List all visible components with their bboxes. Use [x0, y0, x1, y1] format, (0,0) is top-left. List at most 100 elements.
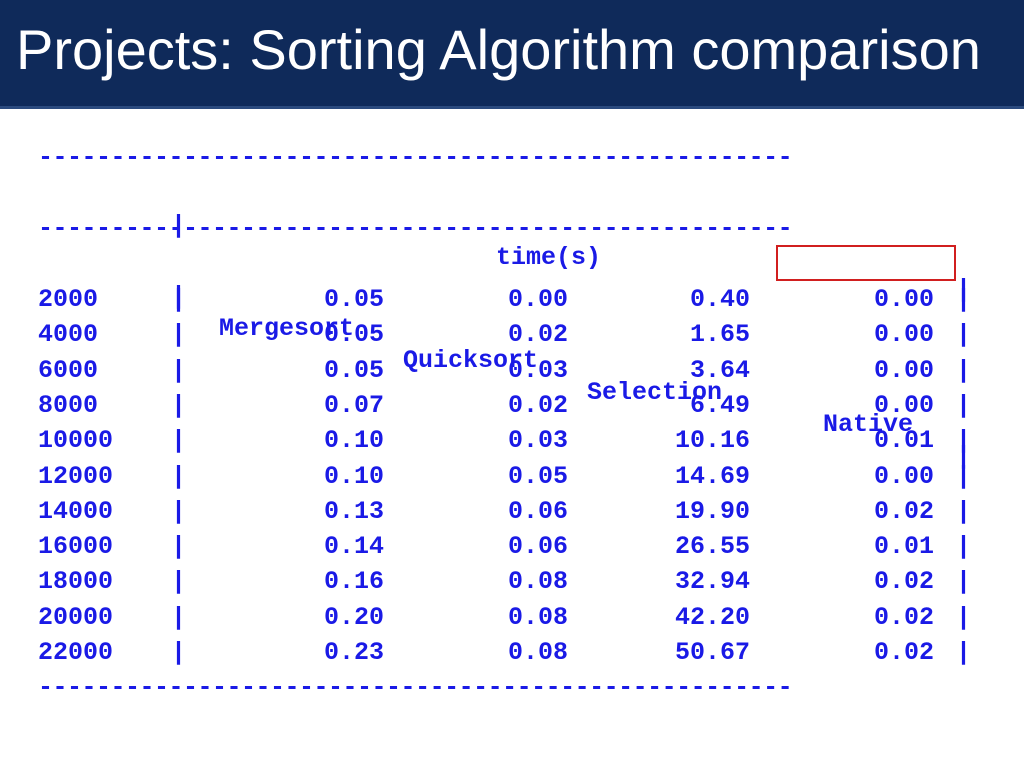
cell-size: 16000 — [38, 532, 114, 562]
cell-size: 6000 — [38, 355, 99, 385]
cell-selection: 3.64 — [689, 355, 750, 385]
cell-size: 4000 — [38, 320, 99, 350]
cell-quicksort: 0.03 — [507, 426, 568, 456]
pipe: | — [171, 567, 187, 597]
pipe: | — [171, 355, 187, 385]
cell-size: 22000 — [38, 638, 114, 667]
cell-selection: 50.67 — [674, 638, 750, 667]
pipe: | — [171, 390, 187, 420]
cell-quicksort: 0.05 — [507, 461, 568, 491]
cell-quicksort: 0.08 — [507, 638, 568, 667]
cell-quicksort: 0.03 — [507, 355, 568, 385]
cell-size: 18000 — [38, 567, 114, 597]
table-row: 2000 | 0.05 0.00 0.40 0.00 | — [38, 284, 978, 316]
table-row: 12000 | 0.10 0.05 14.69 0.00 | — [38, 461, 978, 493]
pipe: | — [171, 320, 187, 350]
cell-selection: 26.55 — [674, 532, 750, 562]
cell-native: 0.00 — [873, 285, 934, 314]
title-bar: Projects: Sorting Algorithm comparison — [0, 0, 1024, 109]
pipe: | — [171, 496, 187, 526]
cell-native: 0.02 — [873, 496, 934, 526]
table-row: 8000 | 0.07 0.02 6.49 0.00 | — [38, 390, 978, 422]
pipe: | — [171, 285, 187, 314]
cell-size: 12000 — [38, 461, 114, 491]
column-header-quicksort: Quicksort — [403, 346, 539, 375]
pipe: | — [956, 496, 972, 526]
cell-size: 20000 — [38, 602, 114, 632]
cell-mergesort: 0.05 — [323, 355, 384, 385]
cell-native: 0.00 — [873, 390, 934, 420]
cell-native: 0.00 — [873, 320, 934, 350]
pipe: | — [956, 426, 972, 456]
cell-size: 8000 — [38, 390, 99, 420]
cell-mergesort: 0.10 — [323, 461, 384, 491]
table-row: 22000 | 0.23 0.08 50.67 0.02 | — [38, 637, 978, 669]
pipe: | — [171, 211, 187, 240]
pipe: | — [171, 461, 187, 491]
cell-quicksort: 0.02 — [507, 390, 568, 420]
cell-quicksort: 0.08 — [507, 567, 568, 597]
pipe: | — [956, 355, 972, 385]
cell-mergesort: 0.13 — [323, 496, 384, 526]
pipe: | — [956, 390, 972, 420]
pipe: | — [956, 461, 972, 491]
cell-quicksort: 0.06 — [507, 532, 568, 562]
column-header-native: Native — [823, 410, 914, 439]
pipe: | — [956, 275, 972, 304]
cell-selection: 1.65 — [689, 320, 750, 350]
cell-mergesort: 0.14 — [323, 532, 384, 562]
table-row: 4000 | 0.05 0.02 1.65 0.00 | — [38, 319, 978, 351]
cell-mergesort: 0.07 — [323, 390, 384, 420]
column-header-row: | Mergesort Quicksort Selection Native | — [38, 249, 978, 471]
pipe: | — [956, 285, 972, 314]
cell-native: 0.02 — [873, 567, 934, 597]
table-row: 18000 | 0.16 0.08 32.94 0.02 | — [38, 566, 978, 598]
cell-native: 0.02 — [873, 638, 934, 667]
group-header-row: | time(s) | — [38, 178, 978, 304]
cell-quicksort: 0.00 — [507, 285, 568, 314]
pipe: | — [956, 602, 972, 632]
group-header: time(s) — [496, 243, 602, 272]
cell-quicksort: 0.06 — [507, 496, 568, 526]
pipe: | — [956, 442, 972, 471]
table-row: 16000 | 0.14 0.06 26.55 0.01 | — [38, 531, 978, 563]
cell-selection: 6.49 — [689, 390, 750, 420]
pipe: | — [171, 426, 187, 456]
cell-quicksort: 0.02 — [507, 320, 568, 350]
cell-mergesort: 0.10 — [323, 426, 384, 456]
cell-selection: 32.94 — [674, 567, 750, 597]
cell-selection: 14.69 — [674, 461, 750, 491]
cell-mergesort: 0.20 — [323, 602, 384, 632]
cell-size: 14000 — [38, 496, 114, 526]
cell-selection: 0.40 — [689, 285, 750, 314]
slide-title: Projects: Sorting Algorithm comparison — [16, 18, 981, 81]
pipe: | — [956, 567, 972, 597]
pipe: | — [956, 532, 972, 562]
pipe: | — [956, 638, 972, 667]
pipe: | — [171, 638, 187, 667]
cell-size: 10000 — [38, 426, 114, 456]
cell-native: 0.01 — [873, 532, 934, 562]
pipe: | — [171, 532, 187, 562]
native-highlight-box — [776, 245, 956, 281]
cell-quicksort: 0.08 — [507, 602, 568, 632]
cell-mergesort: 0.16 — [323, 567, 384, 597]
cell-selection: 19.90 — [674, 496, 750, 526]
table-row: 14000 | 0.13 0.06 19.90 0.02 | — [38, 496, 978, 528]
cell-selection: 10.16 — [674, 426, 750, 456]
column-header-mergesort: Mergesort — [219, 314, 355, 343]
separator-top: ----------------------------------------… — [38, 143, 793, 172]
table-row: 6000 | 0.05 0.03 3.64 0.00 | — [38, 355, 978, 387]
cell-selection: 42.20 — [674, 602, 750, 632]
separator-mid: ----------------------------------------… — [38, 214, 793, 243]
pipe: | — [956, 320, 972, 350]
cell-native: 0.00 — [873, 355, 934, 385]
cell-mergesort: 0.05 — [323, 320, 384, 350]
table-row: 20000 | 0.20 0.08 42.20 0.02 | — [38, 602, 978, 634]
cell-mergesort: 0.23 — [323, 638, 384, 667]
table-row: 10000 | 0.10 0.03 10.16 0.01 | — [38, 425, 978, 457]
column-header-selection: Selection — [587, 378, 723, 407]
cell-mergesort: 0.05 — [323, 285, 384, 314]
cell-native: 0.01 — [873, 426, 934, 456]
